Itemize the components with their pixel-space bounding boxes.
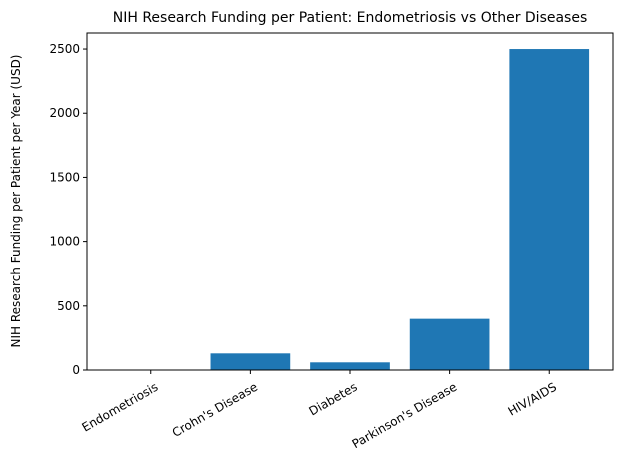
x-tick-label: HIV/AIDS <box>506 380 559 419</box>
y-tick-label: 500 <box>57 299 80 313</box>
bar <box>509 49 590 371</box>
bar <box>409 318 490 370</box>
bar <box>210 353 291 370</box>
y-tick-label: 2500 <box>49 42 80 56</box>
y-tick-label: 1500 <box>49 170 80 184</box>
bar <box>310 362 390 370</box>
x-tick-label: Endometriosis <box>80 380 161 435</box>
x-tick-label: Crohn's Disease <box>170 380 260 440</box>
y-tick-label: 0 <box>72 363 80 377</box>
chart-title: NIH Research Funding per Patient: Endome… <box>113 10 588 26</box>
y-tick-label: 2000 <box>49 106 80 120</box>
y-tick-label: 1000 <box>49 235 80 249</box>
x-tick-label: Diabetes <box>307 380 360 419</box>
plot-frame <box>86 32 614 371</box>
x-tick-label: Parkinson's Disease <box>350 380 460 451</box>
y-axis-label: NIH Research Funding per Patient per Yea… <box>9 55 23 348</box>
